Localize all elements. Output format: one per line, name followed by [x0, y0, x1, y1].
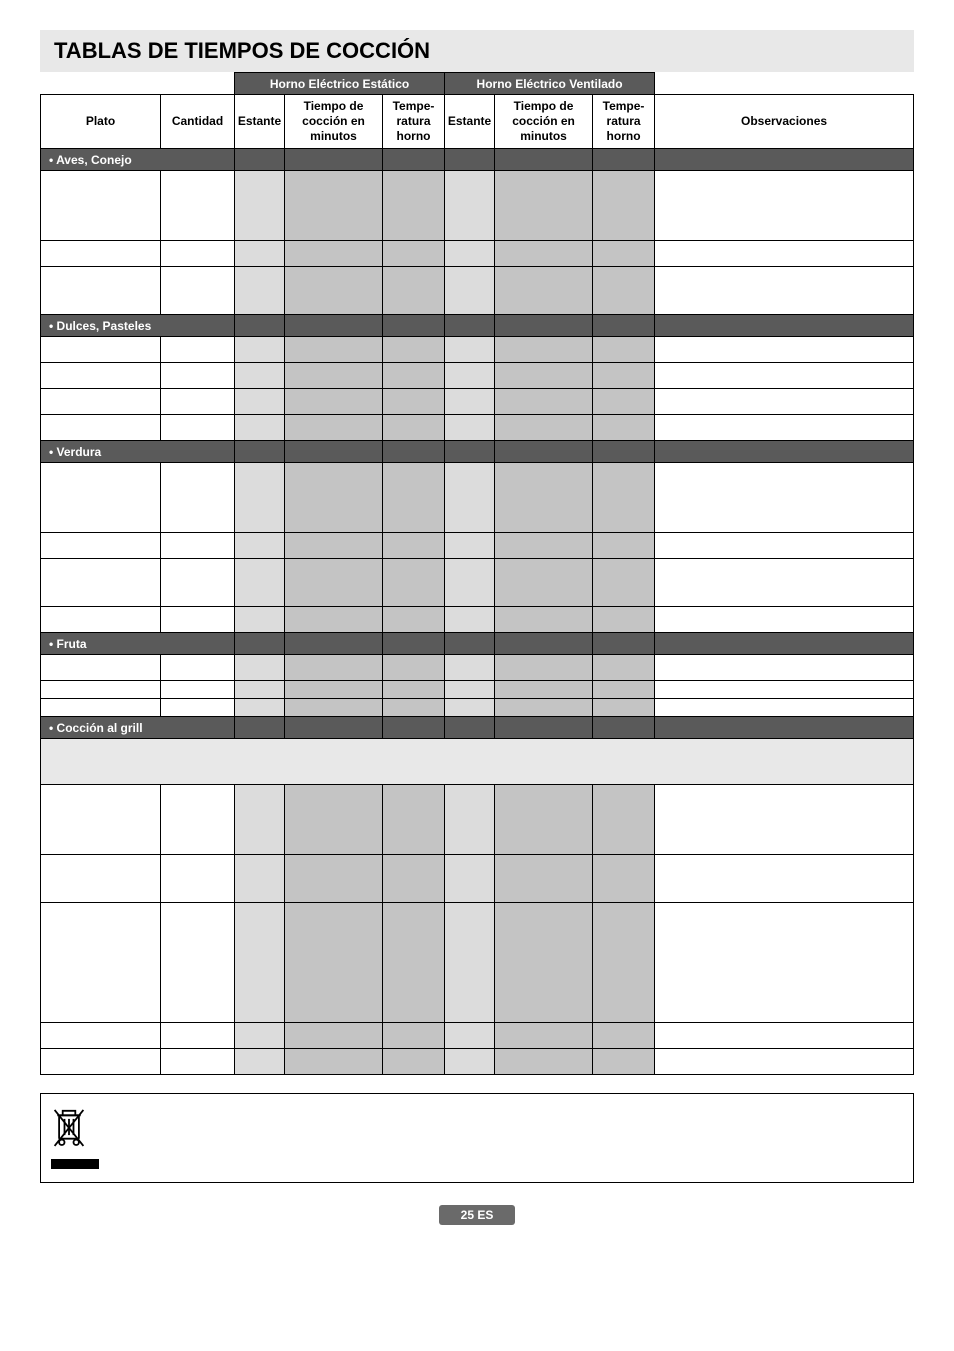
section-fruta: • Fruta — [41, 633, 235, 655]
table-row — [41, 171, 914, 241]
table-row — [41, 1023, 914, 1049]
header-fan-oven: Horno Eléctrico Ventilado — [445, 73, 655, 95]
table-row — [41, 533, 914, 559]
weee-notice — [40, 1093, 914, 1183]
page-title: TABLAS DE TIEMPOS DE COCCIÓN — [40, 30, 914, 72]
col-plato: Plato — [41, 95, 161, 149]
table-row — [41, 699, 914, 717]
table-row — [41, 681, 914, 699]
table-row — [41, 903, 914, 1023]
table-row — [41, 655, 914, 681]
col-tiempo-1: Tiempo de cocción en minutos — [285, 95, 383, 149]
table-row — [41, 855, 914, 903]
table-row — [41, 337, 914, 363]
col-temp-2: Tempe- ratura horno — [593, 95, 655, 149]
section-grill: • Cocción al grill — [41, 717, 235, 739]
table-row — [41, 363, 914, 389]
table-row — [41, 559, 914, 607]
header-static-oven: Horno Eléctrico Estático — [235, 73, 445, 95]
table-row — [41, 607, 914, 633]
table-row — [41, 267, 914, 315]
col-observaciones: Observaciones — [655, 95, 914, 149]
table-row — [41, 389, 914, 415]
weee-bar — [51, 1159, 99, 1169]
col-estante-1: Estante — [235, 95, 285, 149]
table-row — [41, 1049, 914, 1075]
col-estante-2: Estante — [445, 95, 495, 149]
table-row — [41, 785, 914, 855]
weee-icon — [51, 1104, 87, 1150]
section-aves: • Aves, Conejo — [41, 149, 235, 171]
table-row — [41, 241, 914, 267]
col-tiempo-2: Tiempo de cocción en minutos — [495, 95, 593, 149]
section-verdura: • Verdura — [41, 441, 235, 463]
col-temp-1: Tempe- ratura horno — [383, 95, 445, 149]
col-cantidad: Cantidad — [161, 95, 235, 149]
grill-note — [41, 739, 914, 785]
table-row — [41, 463, 914, 533]
cooking-table: Horno Eléctrico Estático Horno Eléctrico… — [40, 72, 914, 1075]
page-number: 25 ES — [439, 1205, 516, 1225]
table-row — [41, 415, 914, 441]
section-dulces: • Dulces, Pasteles — [41, 315, 235, 337]
